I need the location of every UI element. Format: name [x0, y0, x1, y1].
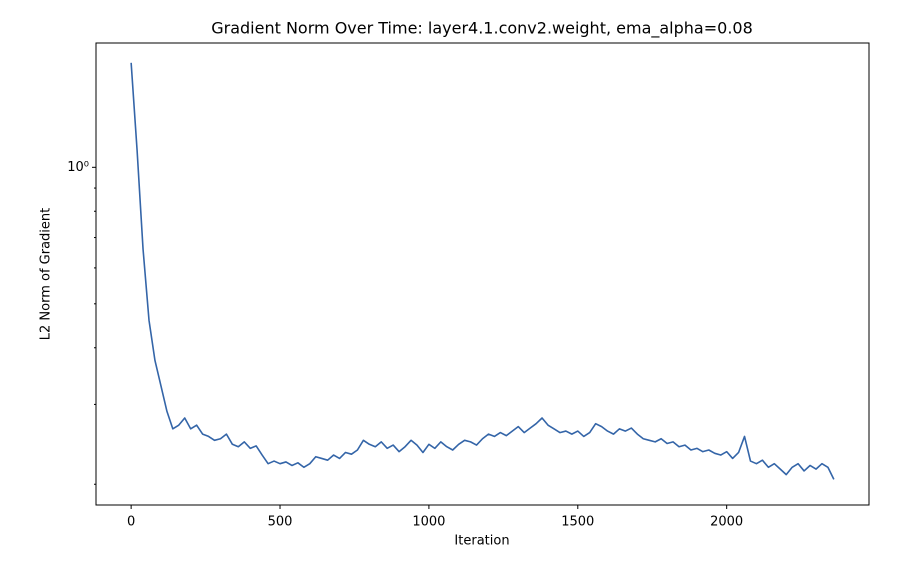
x-tick-label: 0	[127, 515, 135, 530]
chart-title: Gradient Norm Over Time: layer4.1.conv2.…	[211, 19, 753, 39]
x-tick-label: 1000	[412, 515, 445, 530]
y-tick-label: 10⁰	[67, 160, 89, 175]
y-axis-label: L2 Norm of Gradient	[39, 208, 54, 340]
x-tick-label: 500	[268, 515, 293, 530]
x-tick-label: 1500	[561, 515, 594, 530]
plot-frame	[95, 42, 870, 506]
data-line	[130, 62, 835, 480]
x-tick-label: 2000	[710, 515, 743, 530]
x-axis-label: Iteration	[454, 534, 509, 549]
